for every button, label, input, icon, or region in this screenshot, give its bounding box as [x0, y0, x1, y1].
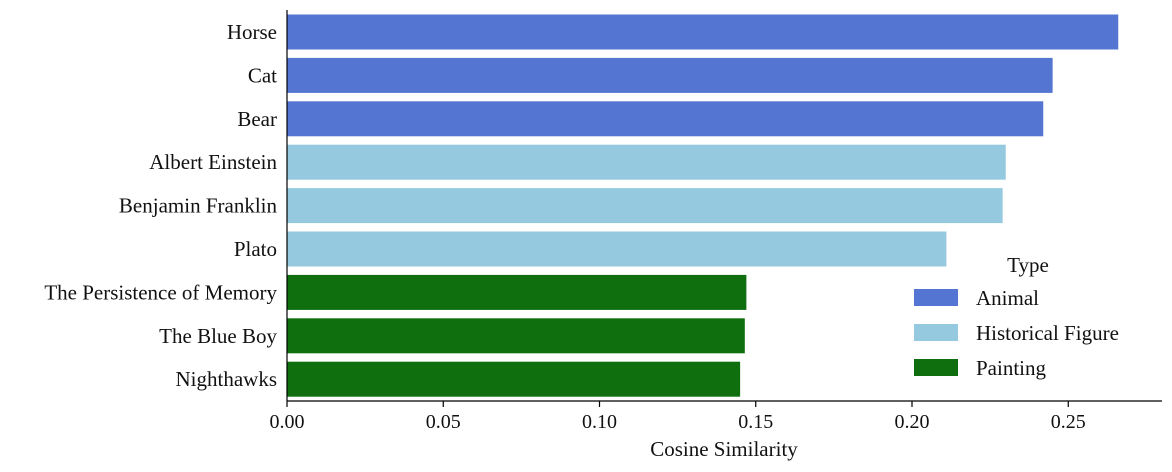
legend-swatch: [914, 359, 958, 376]
legend-label: Animal: [976, 286, 1039, 310]
bar-cat: [287, 57, 1053, 93]
category-label: Albert Einstein: [149, 150, 277, 174]
bar-benjamin-franklin: [287, 188, 1003, 224]
category-label: The Persistence of Memory: [44, 280, 277, 304]
x-tick-label: 0.20: [895, 411, 930, 433]
bar-plato: [287, 231, 947, 267]
category-label: Horse: [227, 20, 277, 44]
legend-swatch: [914, 289, 958, 306]
category-label: The Blue Boy: [159, 324, 277, 348]
x-ticks-group: 0.00 0.05 0.10 0.15 0.20 0.25: [270, 401, 1086, 433]
x-tick-label: 0.05: [426, 411, 461, 433]
x-tick-label: 0.15: [738, 411, 773, 433]
x-tick-label: 0.10: [582, 411, 617, 433]
bar-the-persistence-of-memory: [287, 274, 747, 310]
category-label: Benjamin Franklin: [119, 194, 278, 218]
bar-nighthawks: [287, 361, 741, 397]
legend: Type Animal Historical Figure Painting: [914, 253, 1119, 380]
category-label: Bear: [237, 107, 277, 131]
bar-horse: [287, 14, 1119, 50]
bar-albert-einstein: [287, 144, 1006, 180]
category-labels: Horse Cat Bear Albert Einstein Benjamin Fran…: [44, 20, 277, 391]
x-axis-title: Cosine Similarity: [650, 437, 798, 461]
category-label: Nighthawks: [176, 367, 278, 391]
legend-label: Historical Figure: [976, 321, 1119, 345]
x-tick-label: 0.00: [270, 411, 305, 433]
legend-title: Type: [1007, 253, 1049, 277]
category-label: Plato: [234, 237, 277, 261]
category-label: Cat: [248, 63, 277, 87]
bars-group: [287, 14, 1119, 397]
bar-bear: [287, 101, 1044, 137]
bar-the-blue-boy: [287, 318, 745, 354]
x-tick-label: 0.25: [1051, 411, 1086, 433]
legend-swatch: [914, 324, 958, 341]
legend-label: Painting: [976, 356, 1047, 380]
